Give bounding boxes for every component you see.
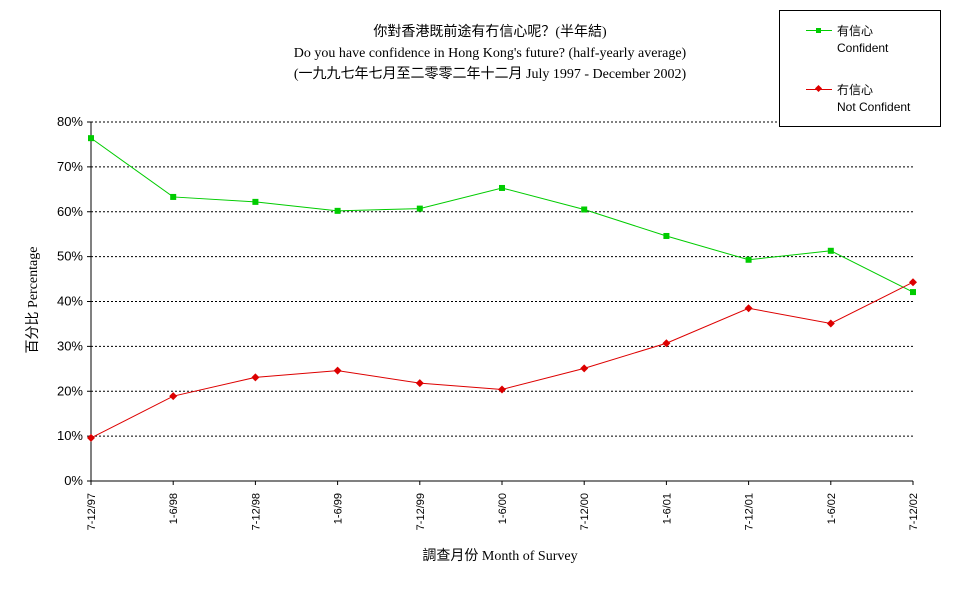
legend-label-confident-en: Confident xyxy=(837,41,889,55)
data-point-confident xyxy=(416,205,423,212)
legend-label-not-confident-zh: 冇信心 xyxy=(837,83,874,97)
legend-item-not-confident: 冇信心 Not Confident xyxy=(780,82,940,122)
data-point-confident xyxy=(581,206,588,213)
chart-title: 你對香港既前途有冇信心呢？(半年結) Do you have confidenc… xyxy=(240,22,740,85)
y-tick-label: 80% xyxy=(57,114,83,129)
x-tick-label: 7-12/01 xyxy=(744,493,756,530)
chart-title-line-2: Do you have confidence in Hong Kong's fu… xyxy=(293,46,687,61)
data-point-confident xyxy=(910,289,916,296)
y-tick-label: 30% xyxy=(57,338,83,353)
series-line-confident xyxy=(90,137,914,293)
series-line-not-confident xyxy=(90,281,914,439)
data-point-confident xyxy=(88,135,94,142)
y-tick-label: 40% xyxy=(57,294,83,309)
chart-title-line-3: (一九九七年七月至二零零二年十二月 July 1997 - December 2… xyxy=(293,67,687,82)
data-point-confident xyxy=(499,184,505,191)
legend-label-not-confident-en: Not Confident xyxy=(837,100,911,114)
data-point-not-confident xyxy=(251,373,260,382)
data-point-not-confident xyxy=(909,278,917,287)
data-point-not-confident xyxy=(333,366,342,375)
x-axis-label: 調查月份 Month of Survey xyxy=(422,549,578,564)
data-point-confident xyxy=(252,198,259,205)
data-point-not-confident xyxy=(169,392,178,401)
y-tick-label: 50% xyxy=(57,249,83,264)
data-point-not-confident xyxy=(87,433,95,442)
legend: 有信心 Confident 冇信心 Not Confident xyxy=(779,10,941,127)
y-tick-label: 20% xyxy=(57,383,83,398)
x-tick-label: 7-12/97 xyxy=(86,493,98,530)
x-tick-label: 1-6/02 xyxy=(826,493,838,524)
y-tick-label: 60% xyxy=(57,204,83,219)
chart-title-line-1: 你對香港既前途有冇信心呢？(半年結) xyxy=(373,25,607,40)
x-tick-label: 7-12/02 xyxy=(908,493,920,530)
legend-label-confident-zh: 有信心 xyxy=(837,24,874,38)
data-point-not-confident xyxy=(498,385,506,394)
data-point-not-confident xyxy=(580,364,589,373)
data-point-confident xyxy=(334,207,341,214)
x-tick-label: 1-6/99 xyxy=(333,493,345,524)
legend-item-confident: 有信心 Confident xyxy=(780,23,940,63)
data-point-confident xyxy=(170,193,177,200)
x-tick-label: 7-12/00 xyxy=(579,493,591,530)
x-tick-label: 7-12/99 xyxy=(415,493,427,530)
data-point-not-confident xyxy=(662,339,671,348)
y-axis-label: 百分比 Percentage xyxy=(26,246,41,354)
y-tick-label: 0% xyxy=(64,473,83,488)
y-tick-label: 10% xyxy=(57,428,83,443)
x-tick-label: 7-12/98 xyxy=(250,493,262,530)
data-point-not-confident xyxy=(415,379,424,388)
x-tick-label: 1-6/01 xyxy=(661,493,673,524)
data-point-not-confident xyxy=(826,319,835,328)
square-marker-icon xyxy=(816,28,821,33)
data-point-confident xyxy=(663,232,670,239)
x-tick-label: 1-6/00 xyxy=(497,493,509,524)
diamond-marker-icon xyxy=(814,84,823,93)
data-point-confident xyxy=(827,247,834,254)
data-point-confident xyxy=(745,256,752,263)
y-tick-label: 70% xyxy=(57,159,83,174)
data-point-not-confident xyxy=(744,304,753,313)
x-tick-label: 1-6/98 xyxy=(168,493,180,524)
